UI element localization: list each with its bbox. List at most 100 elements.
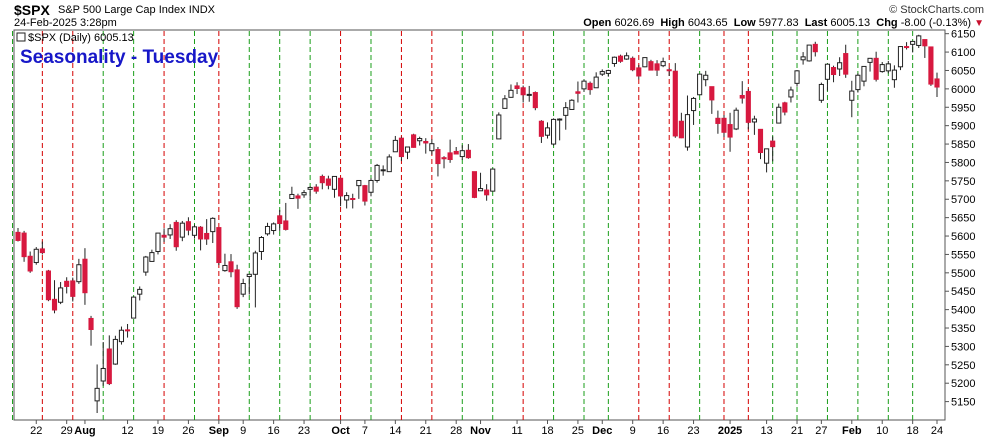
candle-body bbox=[739, 94, 745, 99]
brand-watermark: © StockCharts.com bbox=[889, 4, 984, 16]
candle-body bbox=[581, 80, 587, 90]
candle bbox=[849, 80, 855, 118]
candle-body bbox=[356, 179, 362, 187]
candle-body bbox=[526, 93, 532, 96]
candle-body bbox=[301, 192, 307, 196]
candle bbox=[76, 258, 82, 284]
y-tick-label: 5750 bbox=[951, 176, 975, 188]
candle-body bbox=[824, 63, 831, 80]
plot-area bbox=[13, 29, 946, 421]
candle bbox=[246, 273, 252, 295]
candle-body bbox=[51, 298, 58, 311]
candle-body bbox=[106, 348, 112, 385]
candle-body bbox=[404, 146, 411, 153]
candle-body bbox=[709, 86, 715, 101]
x-tick-label: 2025 bbox=[718, 425, 742, 437]
candle-body bbox=[484, 189, 490, 196]
y-tick-label: 5200 bbox=[951, 378, 975, 390]
candle bbox=[51, 280, 58, 314]
candle-body bbox=[374, 164, 380, 181]
candle-body bbox=[459, 150, 465, 158]
candle-body bbox=[830, 67, 837, 76]
candle bbox=[39, 241, 45, 255]
y-tick-label: 5350 bbox=[951, 323, 975, 335]
candle bbox=[557, 118, 563, 141]
candle bbox=[551, 118, 557, 146]
y-tick-label: 5800 bbox=[951, 157, 975, 169]
candle bbox=[465, 144, 471, 159]
candle-body bbox=[94, 387, 100, 402]
x-tick-label: 23 bbox=[687, 425, 699, 437]
x-tick-label: 28 bbox=[450, 425, 462, 437]
x-tick-label: 27 bbox=[815, 425, 827, 437]
candle-body bbox=[605, 69, 611, 74]
candle-body bbox=[715, 117, 721, 124]
candle bbox=[636, 64, 642, 80]
candle-body bbox=[928, 46, 934, 85]
y-tick-label: 6150 bbox=[951, 29, 975, 41]
x-tick-label: 25 bbox=[572, 425, 584, 437]
candle-body bbox=[849, 90, 855, 101]
candle-body bbox=[727, 124, 733, 138]
candle-body bbox=[344, 195, 350, 201]
candle-body bbox=[538, 120, 544, 137]
y-tick-label: 5150 bbox=[951, 397, 975, 409]
candle-body bbox=[672, 70, 678, 137]
candle bbox=[806, 44, 812, 62]
timestamp: 24-Feb-2025 3:28pm bbox=[14, 17, 117, 29]
candle-body bbox=[465, 149, 471, 159]
candle bbox=[362, 184, 368, 206]
candle bbox=[417, 136, 423, 146]
candle-body bbox=[313, 186, 319, 192]
candle-body bbox=[843, 53, 849, 75]
x-tick-label: 21 bbox=[791, 425, 803, 437]
candle-body bbox=[703, 74, 709, 81]
candle bbox=[204, 219, 210, 245]
candle bbox=[423, 138, 429, 154]
candle bbox=[764, 148, 770, 173]
candle-body bbox=[617, 55, 624, 62]
x-tick-label: 16 bbox=[657, 425, 669, 437]
candle bbox=[709, 86, 715, 114]
candle bbox=[916, 34, 922, 49]
candle-body bbox=[143, 256, 149, 273]
candle-body bbox=[904, 46, 910, 49]
candle bbox=[137, 286, 143, 301]
candle bbox=[392, 135, 398, 153]
candle-body bbox=[240, 283, 246, 295]
candle bbox=[745, 88, 751, 130]
candle-body bbox=[630, 57, 636, 71]
candle bbox=[283, 202, 289, 231]
candle-body bbox=[173, 221, 179, 248]
candle bbox=[502, 95, 508, 109]
candle bbox=[648, 59, 654, 71]
candle-body bbox=[423, 140, 429, 144]
x-tick-label: 12 bbox=[121, 425, 133, 437]
x-tick-label: 10 bbox=[876, 425, 888, 437]
chg-value: -8.00 (-0.13%) bbox=[900, 17, 972, 29]
x-tick-label: Feb bbox=[842, 425, 862, 437]
y-tick-label: 5550 bbox=[951, 249, 975, 261]
y-tick-label: 6000 bbox=[951, 84, 975, 96]
candle-body bbox=[82, 258, 88, 294]
candle-body bbox=[362, 185, 368, 202]
candle bbox=[252, 250, 258, 308]
description-text: S&P 500 Large Cap Index bbox=[58, 4, 186, 16]
candle bbox=[344, 192, 350, 209]
candle-body bbox=[264, 225, 271, 235]
candle bbox=[100, 342, 106, 386]
candle-body bbox=[380, 169, 386, 172]
candle bbox=[654, 60, 660, 76]
candle bbox=[70, 277, 76, 302]
candle bbox=[532, 91, 538, 111]
candle bbox=[447, 139, 453, 163]
candle-body bbox=[15, 231, 21, 241]
candle-body bbox=[678, 120, 684, 139]
y-tick-label: 5850 bbox=[951, 139, 975, 151]
candle bbox=[569, 99, 575, 110]
chart-header: $SPX S&P 500 Large Cap Index INDX 24-Feb… bbox=[0, 0, 990, 30]
candle bbox=[751, 115, 757, 135]
candle-body bbox=[782, 102, 788, 113]
candle-body bbox=[137, 288, 143, 295]
candle-body bbox=[837, 62, 843, 70]
